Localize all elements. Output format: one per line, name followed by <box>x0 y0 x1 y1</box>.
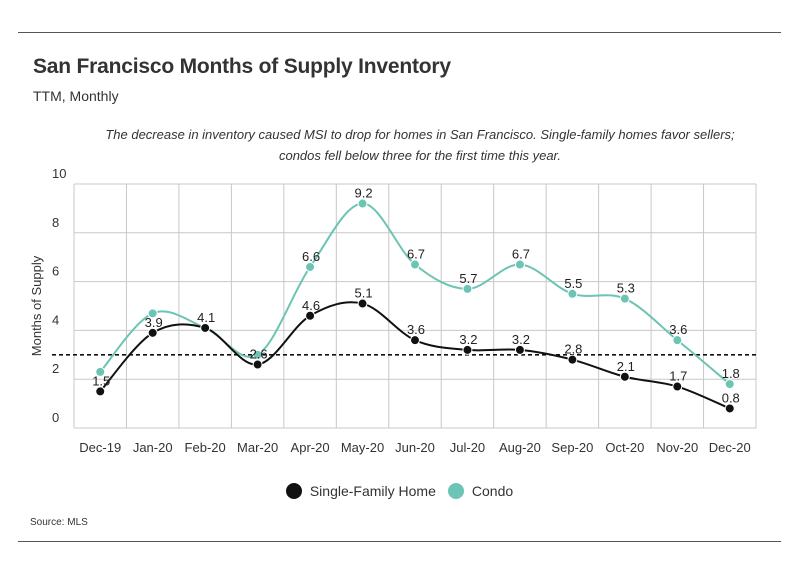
data-label-single-family: 2.8 <box>564 342 582 357</box>
data-point-condo <box>252 349 263 360</box>
x-tick-label: Dec-20 <box>709 440 751 455</box>
y-tick-label: 10 <box>52 166 66 181</box>
legend-swatch-single-family <box>285 483 302 499</box>
y-tick-label: 8 <box>52 215 59 230</box>
data-label-single-family: 3.9 <box>145 315 163 330</box>
data-point-single-family <box>95 386 106 397</box>
y-tick-label: 0 <box>52 410 59 425</box>
chart-series <box>52 198 756 414</box>
data-point-condo <box>305 261 316 272</box>
data-point-condo <box>462 283 473 294</box>
data-label-single-family: 1.7 <box>669 369 687 384</box>
data-label-single-family: 3.6 <box>407 322 425 337</box>
annotation-line-1: The decrease in inventory caused MSI to … <box>105 127 735 142</box>
data-point-single-family <box>567 354 578 365</box>
data-label-single-family: 2.1 <box>617 359 635 374</box>
y-tick-label: 6 <box>52 264 59 279</box>
data-point-condo <box>619 293 630 304</box>
x-tick-label: Aug-20 <box>499 440 541 455</box>
data-point-condo <box>410 259 420 270</box>
data-point-condo <box>724 379 735 390</box>
series-line-condo <box>99 202 731 385</box>
data-point-single-family <box>147 327 158 338</box>
data-label-condo: 6.7 <box>512 247 530 262</box>
data-point-condo <box>514 259 525 270</box>
data-point-condo <box>567 288 578 299</box>
legend-item-condo: Condo <box>447 483 514 499</box>
x-tick-label: Mar-20 <box>237 440 278 455</box>
x-tick-label: Dec-19 <box>79 440 121 455</box>
chart-axes: 0 2 4 6 8 10 Dec-19 Jan-20 Feb-20 Mar-20 Apr-20 May… <box>29 166 751 455</box>
data-label-single-family: 3.2 <box>512 332 530 347</box>
data-label-condo: 6.7 <box>407 247 425 262</box>
data-label-single-family: 3.2 <box>459 332 477 347</box>
data-point-single-family <box>252 359 263 370</box>
y-tick-label: 4 <box>52 312 59 327</box>
data-point-single-family <box>200 322 211 333</box>
x-tick-label: Nov-20 <box>656 440 698 455</box>
data-label-single-family: 5.1 <box>354 286 372 301</box>
annotation-line-2: condos fell below three for the first ti… <box>278 148 562 163</box>
chart-data-labels: 1.5 3.9 4.1 2.6 4.6 5.1 3.6 3.2 3.2 2.8 2.1 1.7 0.8 6… <box>92 186 740 406</box>
data-label-single-family: 0.8 <box>722 390 740 405</box>
chart-annotation: The decrease in inventory caused MSI to … <box>80 124 760 166</box>
data-label-condo: 1.8 <box>722 366 740 381</box>
data-point-single-family <box>724 403 735 414</box>
bottom-rule <box>18 541 781 542</box>
top-rule <box>18 32 781 33</box>
source-note: Source: MLS <box>30 517 88 528</box>
data-label-condo: 9.2 <box>354 186 372 201</box>
x-tick-label: Jun-20 <box>395 440 435 455</box>
data-point-condo <box>672 335 683 346</box>
data-point-single-family <box>514 344 525 355</box>
legend-item-single-family: Single-Family Home <box>285 483 436 499</box>
chart-grid <box>73 183 757 429</box>
legend-swatch-condo <box>447 483 464 499</box>
data-point-condo <box>95 366 106 377</box>
data-point-condo <box>357 198 368 209</box>
x-tick-label: Jul-20 <box>450 440 485 455</box>
data-label-single-family: 4.6 <box>302 298 320 313</box>
data-point-single-family <box>305 310 316 321</box>
x-tick-label: Sep-20 <box>551 440 593 455</box>
x-tick-label: Jan-20 <box>133 440 173 455</box>
data-point-single-family <box>410 335 420 346</box>
x-tick-label: Oct-20 <box>605 440 644 455</box>
x-tick-label: Apr-20 <box>291 440 330 455</box>
data-label-condo: 5.7 <box>459 271 477 286</box>
x-tick-label: May-20 <box>341 440 384 455</box>
x-tick-label: Feb-20 <box>185 440 226 455</box>
chart-subtitle: TTM, Monthly <box>33 88 119 104</box>
y-axis-label: Months of Supply <box>29 255 44 356</box>
data-point-single-family <box>462 344 473 355</box>
data-label-condo: 5.5 <box>564 276 582 291</box>
chart-title: San Francisco Months of Supply Inventory <box>33 55 451 78</box>
legend-label-condo: Condo <box>471 483 514 499</box>
data-point-single-family <box>357 298 368 309</box>
data-label-condo: 3.6 <box>669 322 687 337</box>
chart-legend: Single-Family Home Condo <box>0 483 799 499</box>
data-point-single-family <box>672 381 683 392</box>
data-label-single-family: 2.6 <box>250 347 268 362</box>
data-label-condo: 5.3 <box>617 281 635 296</box>
data-label-single-family: 1.5 <box>92 373 110 388</box>
data-point-single-family <box>619 371 630 382</box>
legend-label-single-family: Single-Family Home <box>309 483 436 499</box>
data-label-condo: 6.6 <box>302 249 320 264</box>
data-label-single-family: 4.1 <box>197 310 215 325</box>
data-point-condo <box>147 308 158 319</box>
y-tick-label: 2 <box>52 361 59 376</box>
